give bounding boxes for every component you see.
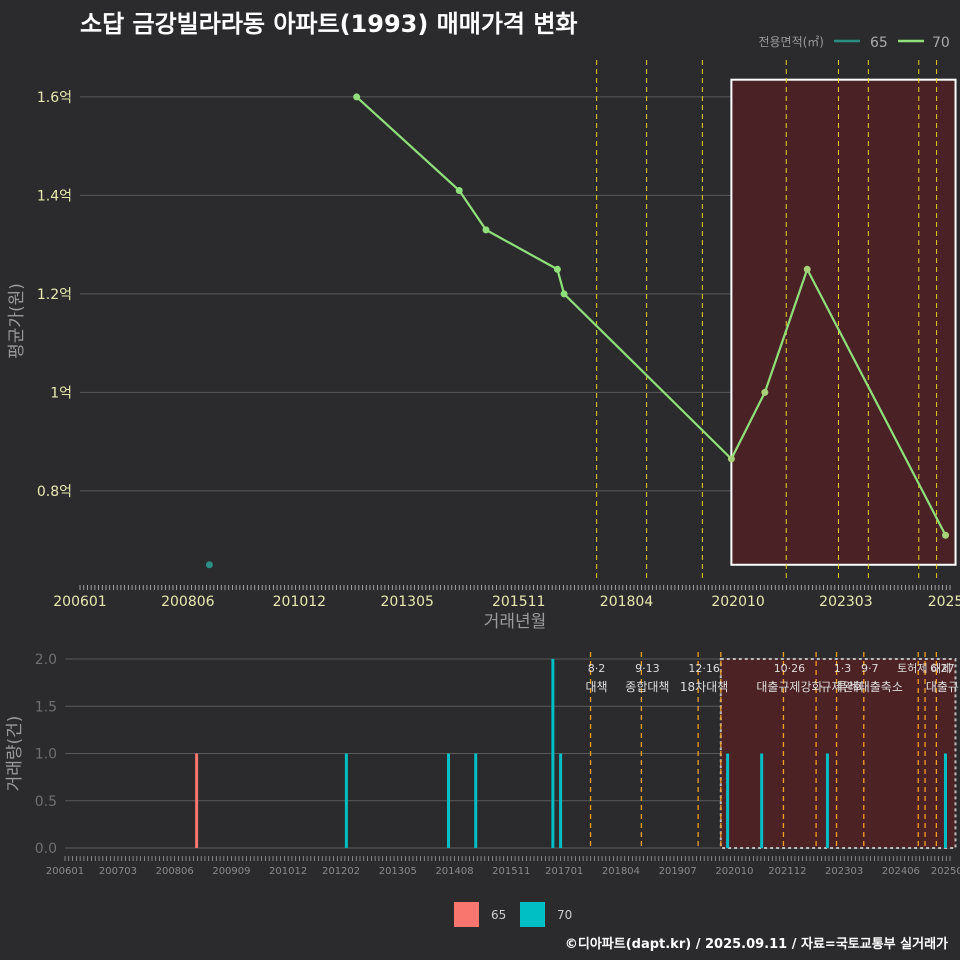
series-70-point: [353, 93, 361, 101]
annotation-date: 8·2: [588, 662, 606, 675]
legend-65-swatch: [454, 902, 479, 927]
annotation-date: 9·13: [635, 662, 660, 675]
x-tick-label: 201408: [435, 866, 473, 877]
y-tick-label: 1.0: [35, 747, 57, 763]
y-tick-label: 1.5: [35, 699, 57, 715]
y-axis-title: 평균가(원): [7, 283, 27, 359]
bar-70: [551, 659, 555, 848]
x-tick-label: 202303: [819, 594, 872, 610]
y-tick-label: 0.8억: [37, 484, 72, 500]
annotation-date: 토허제 해제: [897, 661, 951, 675]
annotation-label: 종합대책: [625, 679, 669, 694]
legend-70-label: 70: [557, 908, 572, 922]
y-tick-label: 1억: [50, 385, 72, 401]
y-tick-label: 0.5: [35, 794, 57, 810]
x-tick-label: 201202: [322, 866, 360, 877]
series-70-point: [727, 455, 735, 463]
series-70-point: [482, 226, 490, 234]
series-70-point: [761, 388, 769, 396]
x-tick-label: 200806: [156, 866, 194, 877]
bar-70: [344, 753, 348, 848]
legend-65-label: 65: [870, 35, 888, 51]
x-tick-label: 201012: [273, 594, 326, 610]
x-tick-label: 201907: [659, 866, 697, 877]
x-tick-label: 2025: [928, 594, 960, 610]
bar-70: [474, 753, 478, 848]
x-tick-label: 202406: [882, 866, 920, 877]
source-footer: ©디아파트(dapt.kr) / 2025.09.11 / 자료=국토교통부 실…: [564, 937, 948, 952]
annotation-date: 12·16: [688, 662, 720, 675]
x-tick-label: 201511: [492, 866, 530, 877]
x-tick-label: 202303: [825, 866, 863, 877]
x-tick-label: 201305: [379, 866, 417, 877]
annotation-date: 1·3: [834, 662, 852, 675]
y-tick-label: 1.6억: [37, 90, 72, 106]
y-axis-title: 거래량(건): [5, 716, 25, 792]
x-tick-label: 200703: [99, 866, 137, 877]
legend-65-label: 65: [491, 908, 506, 922]
x-tick-label: 201701: [545, 866, 583, 877]
bar-70: [943, 753, 947, 848]
legend-70-label: 70: [932, 35, 950, 51]
series-70-point: [803, 265, 811, 273]
x-tick-label: 201804: [600, 594, 654, 610]
highlight-box: [719, 658, 957, 849]
x-tick-label: 200909: [212, 866, 250, 877]
bar-70: [825, 753, 829, 848]
chart-title: 소답 금강빌라라동 아파트(1993) 매매가격 변화: [80, 10, 578, 38]
x-tick-label: 201305: [380, 594, 433, 610]
bar-70: [559, 753, 563, 848]
y-tick-label: 0.0: [35, 841, 57, 857]
series-65-point: [205, 561, 213, 569]
y-tick-label: 1.2억: [37, 287, 72, 303]
annotation-date: 9·7: [861, 662, 879, 675]
legend-70-swatch: [520, 902, 545, 927]
series-70-point: [553, 265, 561, 273]
x-tick-label: 200806: [161, 594, 215, 610]
annotation-label: 특례대출축소: [837, 680, 903, 694]
x-tick-label: 202010: [711, 594, 764, 610]
bar-70: [726, 753, 730, 848]
x-tick-label: 200601: [53, 594, 106, 610]
bar-65: [195, 753, 199, 848]
x-tick-label: 202509: [931, 866, 960, 877]
annotation-label: 대출규제강화: [756, 680, 822, 694]
x-tick-label: 201511: [492, 594, 545, 610]
x-tick-label: 201804: [602, 866, 640, 877]
annotation-date: 6·27: [930, 662, 955, 675]
series-70-point: [560, 290, 568, 298]
series-70-point: [942, 531, 950, 539]
bar-70: [760, 753, 764, 848]
annotation-date: 10·26: [774, 662, 806, 675]
y-tick-label: 2.0: [35, 652, 57, 668]
bar-70: [447, 753, 450, 848]
x-tick-label: 200601: [46, 866, 84, 877]
x-tick-label: 202010: [715, 866, 753, 877]
series-70-point: [455, 187, 463, 194]
annotation-label: 대책: [586, 679, 608, 694]
y-tick-label: 1.4억: [37, 188, 72, 204]
x-axis-title: 거래년월: [484, 612, 547, 632]
annotation-label: 대출규: [926, 680, 959, 694]
annotation-label: 규제완화: [820, 680, 864, 694]
x-tick-label: 202112: [768, 866, 806, 877]
legend-title: 전용면적(㎡): [758, 35, 824, 49]
annotation-label: 18차대책: [680, 679, 728, 694]
x-tick-label: 201012: [269, 866, 307, 877]
